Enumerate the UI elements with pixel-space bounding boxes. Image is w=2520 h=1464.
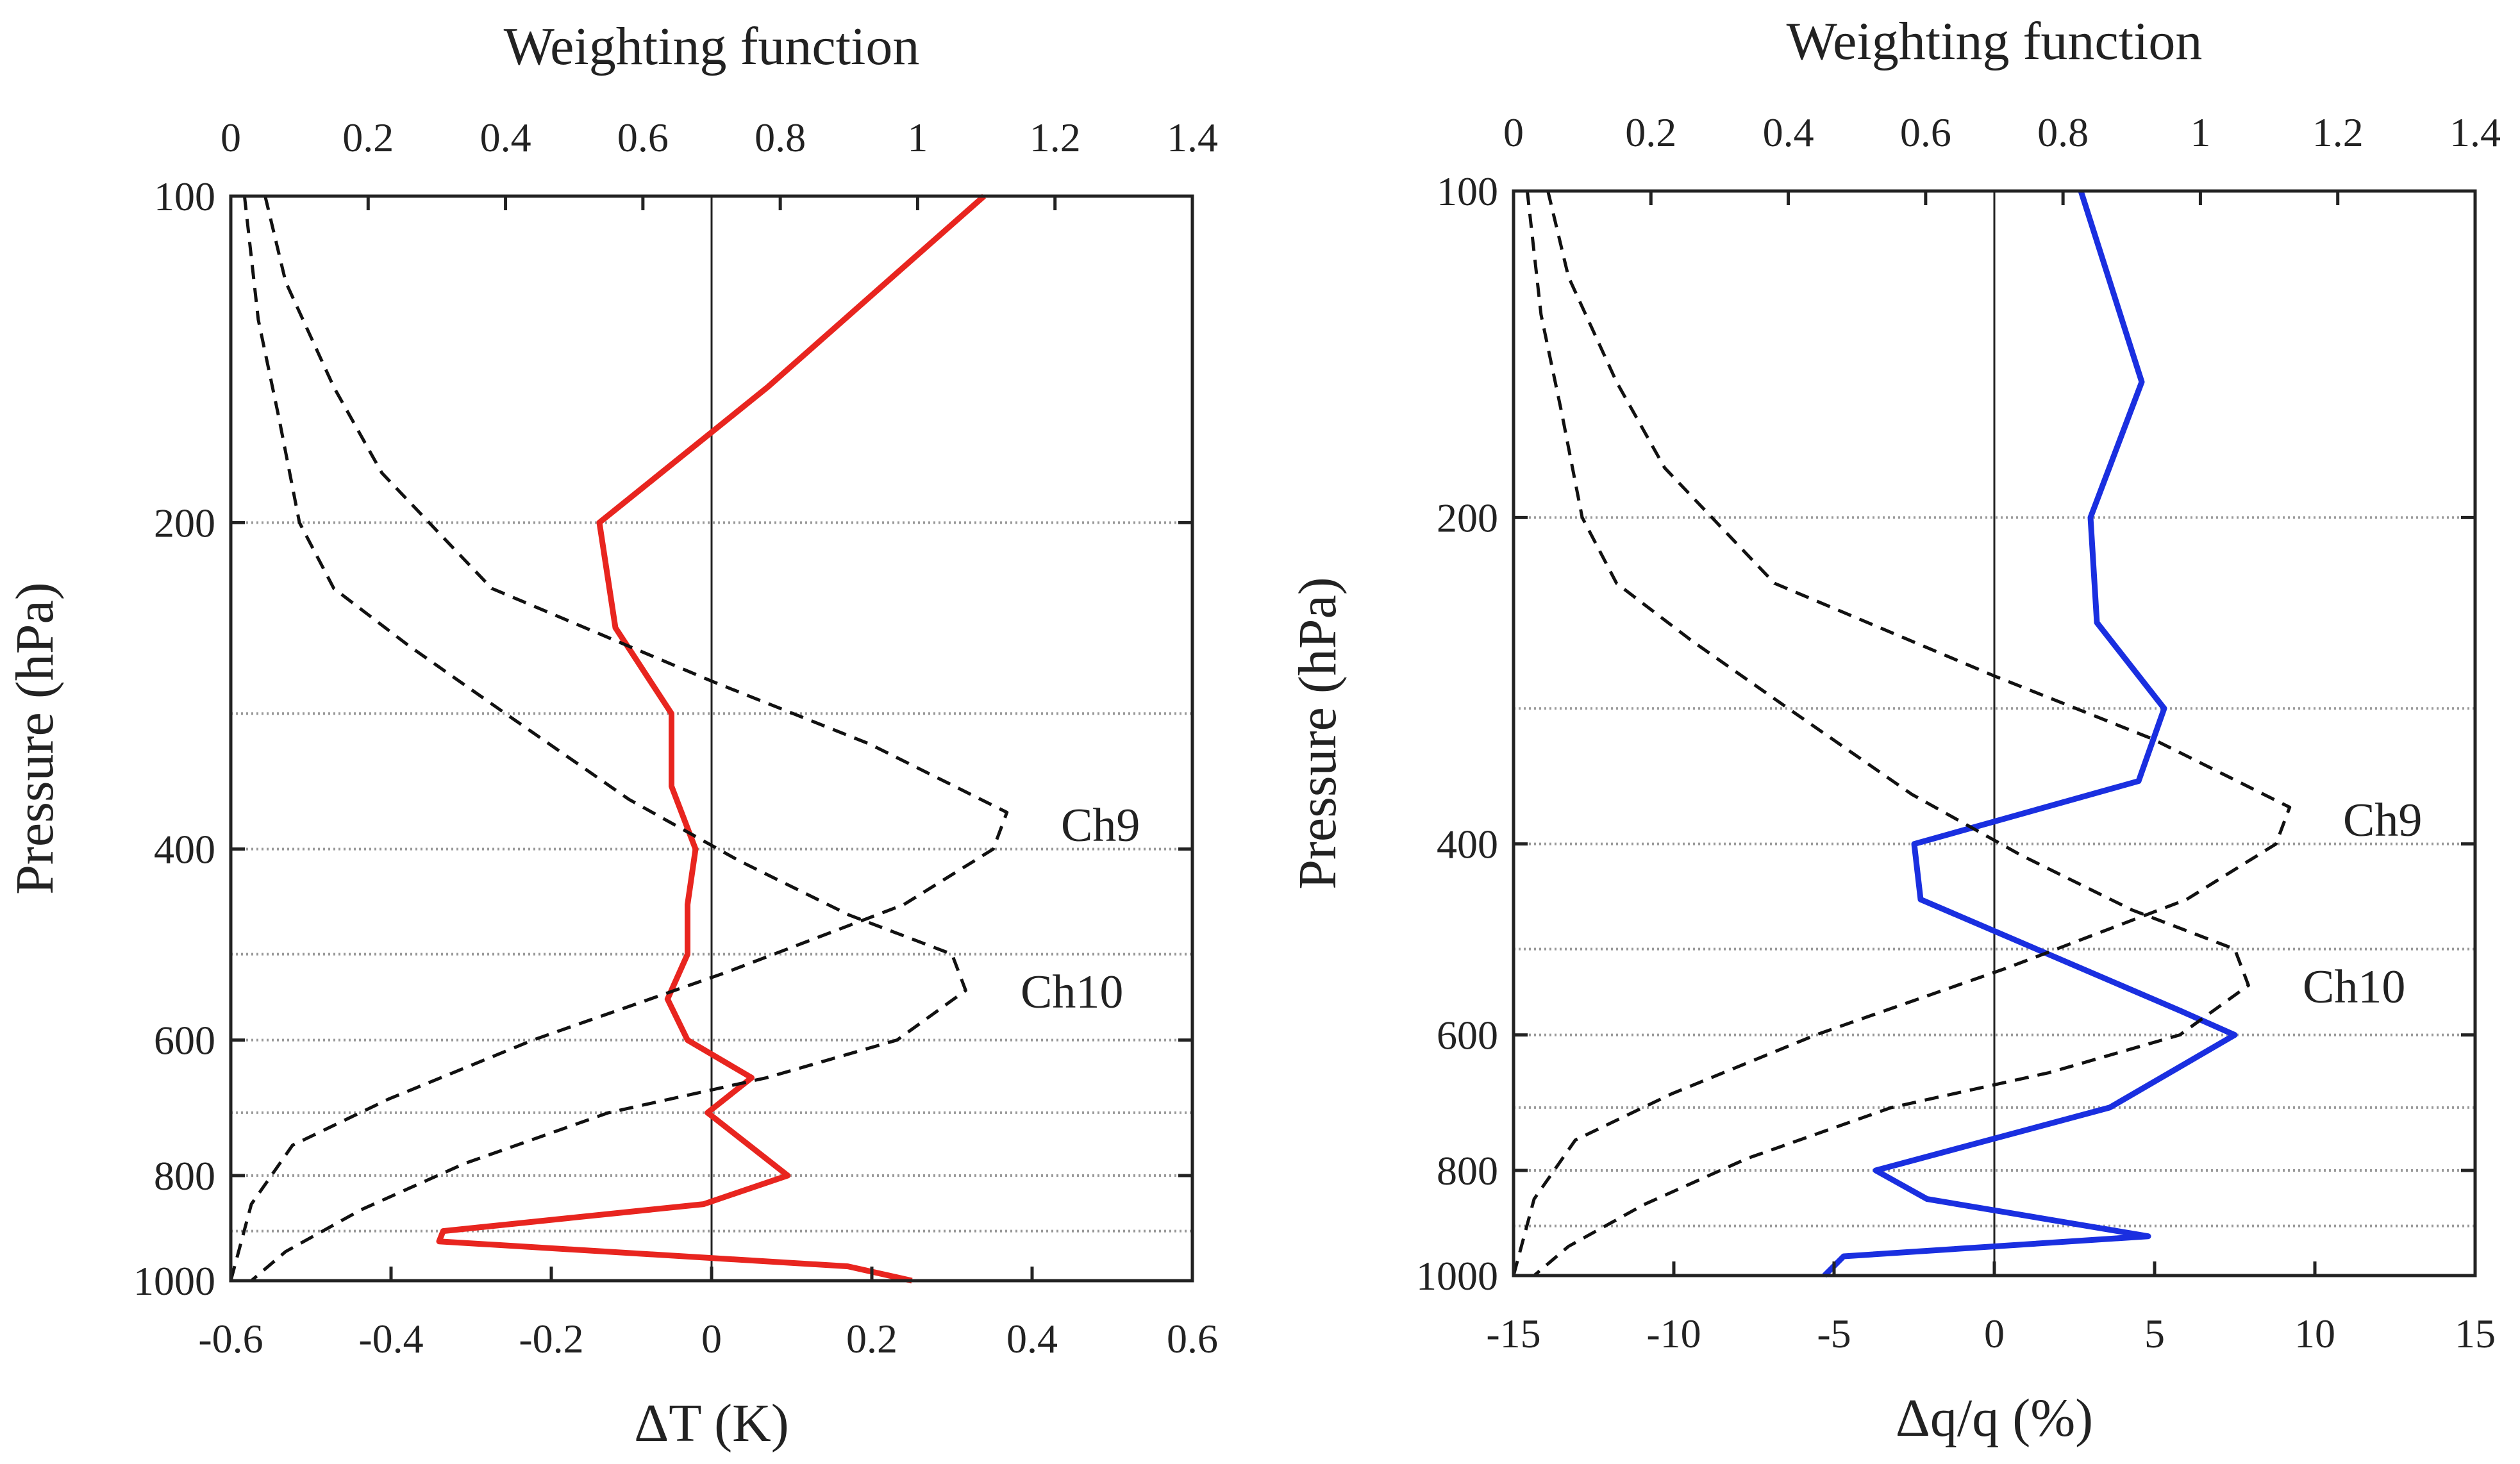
temperature-bottom-tick-label: -0.2 xyxy=(519,1316,583,1361)
humidity-top-tick-label: 0 xyxy=(1503,110,1524,155)
humidity-ticks: 100 200 400 600 800 1000 -15 -10 -5 0 5 10 15 0 0.2 0.4… xyxy=(1416,110,2501,1356)
humidity-y-tick-label: 800 xyxy=(1437,1148,1498,1194)
temperature-bottom-tick-label: 0.6 xyxy=(1167,1316,1218,1361)
humidity-top-tick-label: 0.6 xyxy=(1900,110,1951,155)
humidity-y-tick-label: 400 xyxy=(1437,822,1498,867)
temperature-top-tick-label: 0.8 xyxy=(755,115,806,160)
humidity-bottom-tick-label: 10 xyxy=(2294,1311,2335,1356)
humidity-top-tick-label: 0.8 xyxy=(2037,110,2089,155)
humidity-bottom-tick-label: 5 xyxy=(2144,1311,2165,1356)
temperature-y-tick-label: 100 xyxy=(154,174,215,219)
humidity-top-tick-label: 0.4 xyxy=(1763,110,1814,155)
temperature-ticks: 100 200 400 600 800 1000 -0.6 -0.4 -0.2 0 0.2 0.4 0.… xyxy=(133,115,1218,1361)
humidity-y-tick-label: 100 xyxy=(1437,169,1498,214)
temperature-bottom-tick-label: 0.4 xyxy=(1006,1316,1058,1361)
temperature-top-tick-label: 1 xyxy=(907,115,928,160)
temperature-top-tick-label: 1.4 xyxy=(1167,115,1218,160)
humidity-top-tick-label: 1.2 xyxy=(2312,110,2364,155)
humidity-bottom-tick-label: 15 xyxy=(2455,1311,2496,1356)
humidity-series-q-q xyxy=(1822,190,2238,1278)
humidity-y-tick-label: 1000 xyxy=(1416,1253,1498,1299)
temperature-top-tick-label: 0.6 xyxy=(617,115,669,160)
temperature-top-tick-label: 0 xyxy=(221,115,241,160)
temperature-bottom-tick-label: -0.4 xyxy=(358,1316,423,1361)
humidity-y-tick-label: 600 xyxy=(1437,1013,1498,1058)
humidity-panel: 100 200 400 600 800 1000 -15 -10 -5 0 5 10 15 0 0.2 0.4… xyxy=(1288,12,2501,1448)
temperature-series-ch9 xyxy=(229,195,1009,1281)
temperature-series-t xyxy=(436,194,986,1284)
humidity-top-axis-title: Weighting function xyxy=(1787,12,2203,71)
temperature-panel: 100 200 400 600 800 1000 -0.6 -0.4 -0.2 0 0.2 0.4 0.… xyxy=(5,17,1218,1453)
temperature-gridlines xyxy=(231,196,1192,1281)
humidity-bottom-tick-label: -15 xyxy=(1486,1311,1540,1356)
temperature-y-tick-label: 800 xyxy=(154,1153,215,1199)
temperature-y-tick-label: 400 xyxy=(154,827,215,872)
temperature-y-axis-title: Pressure (hPa) xyxy=(5,582,65,895)
ch9-annotation-left: Ch9 xyxy=(1061,799,1140,852)
ch10-annotation-right: Ch10 xyxy=(2303,961,2405,1013)
temperature-bottom-axis-title: ΔT (K) xyxy=(634,1393,789,1453)
temperature-bottom-tick-label: 0 xyxy=(701,1316,722,1361)
temperature-y-tick-label: 600 xyxy=(154,1018,215,1063)
humidity-bottom-tick-label: 0 xyxy=(1984,1311,2005,1356)
humidity-top-tick-label: 1 xyxy=(2190,110,2210,155)
humidity-y-tick-label: 200 xyxy=(1437,495,1498,540)
temperature-y-tick-label: 200 xyxy=(154,500,215,545)
temperature-bottom-tick-label: 0.2 xyxy=(846,1316,897,1361)
temperature-series-ch10 xyxy=(242,195,967,1282)
ch10-annotation-left: Ch10 xyxy=(1021,966,1123,1019)
temperature-bottom-tick-label: -0.6 xyxy=(198,1316,263,1361)
humidity-bottom-tick-label: -5 xyxy=(1817,1311,1851,1356)
temperature-curves xyxy=(229,194,1009,1284)
humidity-top-tick-label: 0.2 xyxy=(1625,110,1676,155)
temperature-top-tick-label: 0.4 xyxy=(480,115,531,160)
temperature-top-tick-label: 0.2 xyxy=(342,115,394,160)
humidity-curves xyxy=(1512,190,2292,1278)
humidity-series-ch10 xyxy=(1525,190,2250,1277)
temperature-top-tick-label: 1.2 xyxy=(1030,115,1081,160)
humidity-gridlines xyxy=(1514,191,2475,1276)
temperature-y-tick-label: 1000 xyxy=(133,1258,215,1304)
humidity-series-ch9 xyxy=(1512,190,2292,1276)
humidity-top-tick-label: 1.4 xyxy=(2449,110,2501,155)
humidity-bottom-tick-label: -10 xyxy=(1646,1311,1701,1356)
ch9-annotation-right: Ch9 xyxy=(2343,794,2422,847)
humidity-bottom-axis-title: Δq/q (%) xyxy=(1896,1388,2093,1448)
humidity-y-axis-title: Pressure (hPa) xyxy=(1288,577,1348,890)
temperature-top-axis-title: Weighting function xyxy=(504,17,920,76)
